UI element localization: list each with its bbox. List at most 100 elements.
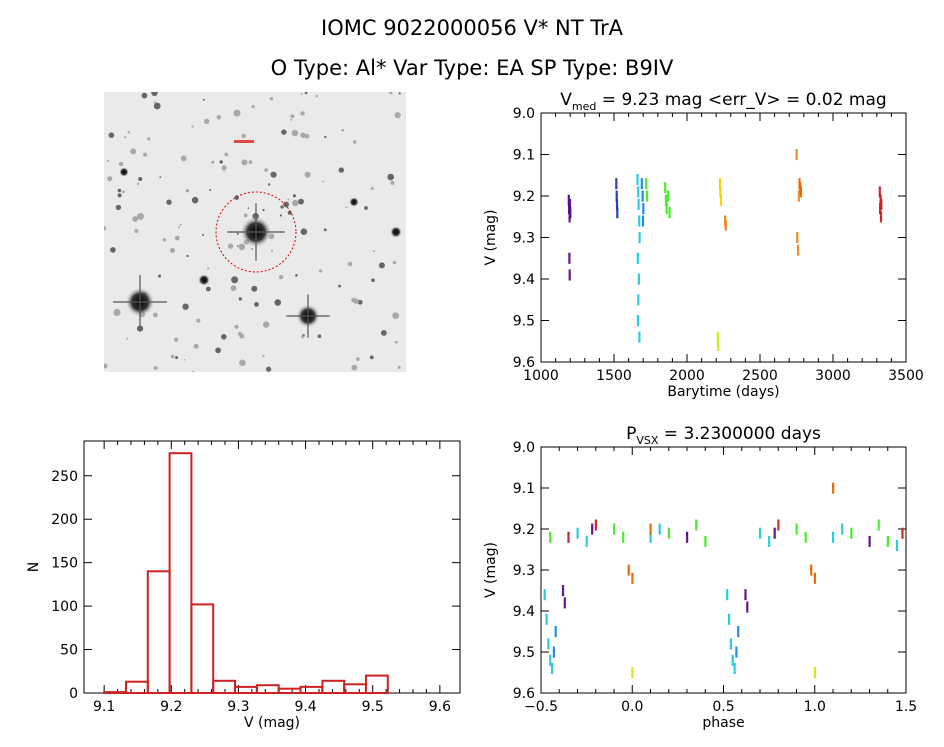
- data-point: [641, 195, 644, 198]
- data-point: [636, 321, 640, 324]
- data-point: [616, 213, 619, 216]
- data-point: [716, 336, 719, 339]
- star-dot: [355, 357, 360, 361]
- data-point: [594, 519, 597, 522]
- data-point: [640, 187, 643, 190]
- data-point: [636, 261, 639, 264]
- star-dot: [221, 334, 227, 340]
- data-point: [724, 215, 727, 218]
- data-point: [568, 278, 571, 281]
- star-dot: [251, 285, 258, 292]
- data-point: [796, 234, 799, 237]
- data-point: [638, 234, 641, 237]
- data-point: [637, 300, 640, 304]
- data-point: [585, 544, 588, 547]
- data-point: [649, 534, 652, 537]
- data-point: [637, 282, 640, 285]
- star-dot: [175, 356, 179, 360]
- data-point: [832, 538, 835, 541]
- star-dot: [378, 262, 385, 269]
- data-point: [664, 197, 667, 200]
- data-point: [667, 536, 670, 539]
- data-point: [716, 333, 719, 337]
- data-point: [880, 198, 883, 202]
- data-point: [615, 201, 619, 204]
- data-point: [744, 595, 747, 598]
- data-point: [543, 598, 546, 601]
- data-point: [554, 634, 557, 638]
- data-point: [549, 661, 552, 664]
- star-dot: [300, 111, 305, 116]
- data-point: [686, 536, 689, 539]
- data-point: [880, 205, 883, 208]
- data-point: [795, 153, 798, 156]
- star-dot: [251, 247, 254, 251]
- x-tick-label: 3000: [815, 368, 851, 384]
- series-g9: [798, 178, 803, 198]
- data-point: [777, 523, 780, 527]
- data-point: [773, 534, 776, 537]
- data-point: [631, 669, 634, 672]
- data-point: [543, 589, 546, 592]
- x-tick-label: 9.1: [93, 699, 115, 715]
- data-point: [880, 207, 883, 210]
- data-point: [735, 648, 738, 651]
- data-point: [638, 232, 641, 235]
- data-point: [637, 198, 640, 202]
- data-point: [594, 521, 597, 524]
- data-point: [795, 155, 798, 158]
- series-g1: [567, 194, 572, 281]
- star-dot: [243, 213, 248, 218]
- data-point: [832, 534, 835, 537]
- data-point: [567, 197, 570, 200]
- series-eclipse2: [552, 626, 740, 658]
- data-point: [638, 224, 641, 227]
- star-dot: [241, 133, 246, 138]
- data-point: [641, 222, 645, 225]
- data-point: [832, 540, 835, 543]
- data-point: [795, 532, 798, 535]
- y-tick-label: 9.3: [513, 563, 535, 579]
- data-point: [664, 201, 667, 204]
- data-point: [641, 190, 644, 193]
- x-tick-label: 9.3: [227, 699, 249, 715]
- data-point: [549, 540, 552, 543]
- data-point: [552, 653, 555, 656]
- data-point: [799, 186, 803, 189]
- star-dot: [117, 193, 122, 198]
- data-point: [804, 536, 807, 539]
- data-point: [642, 207, 645, 210]
- data-point: [813, 671, 816, 674]
- data-point: [568, 209, 571, 212]
- data-point: [719, 201, 723, 204]
- data-point: [638, 331, 641, 334]
- data-point: [724, 224, 727, 227]
- data-point: [585, 542, 588, 545]
- star-dot: [301, 335, 304, 339]
- data-point: [568, 273, 571, 277]
- data-point: [886, 540, 889, 543]
- data-point: [768, 538, 771, 541]
- data-point: [724, 217, 727, 220]
- star-dot: [108, 132, 115, 138]
- star-dot: [219, 160, 223, 164]
- data-point: [616, 209, 619, 212]
- star-dot: [279, 214, 282, 217]
- data-point: [695, 519, 698, 522]
- star-dot: [357, 299, 363, 305]
- series-g8: [724, 149, 800, 256]
- data-point: [631, 667, 634, 670]
- data-point: [649, 540, 652, 543]
- data-point: [615, 180, 618, 183]
- data-point: [547, 647, 550, 650]
- data-point: [551, 663, 554, 666]
- data-point: [895, 548, 899, 551]
- histogram-bar: [190, 603, 215, 695]
- data-point: [585, 540, 588, 543]
- star-dot: [341, 129, 344, 132]
- data-point: [877, 519, 880, 522]
- star-dot: [216, 115, 222, 120]
- star-dot: [283, 201, 289, 208]
- bright-star: [349, 197, 359, 207]
- star-dot: [233, 109, 241, 117]
